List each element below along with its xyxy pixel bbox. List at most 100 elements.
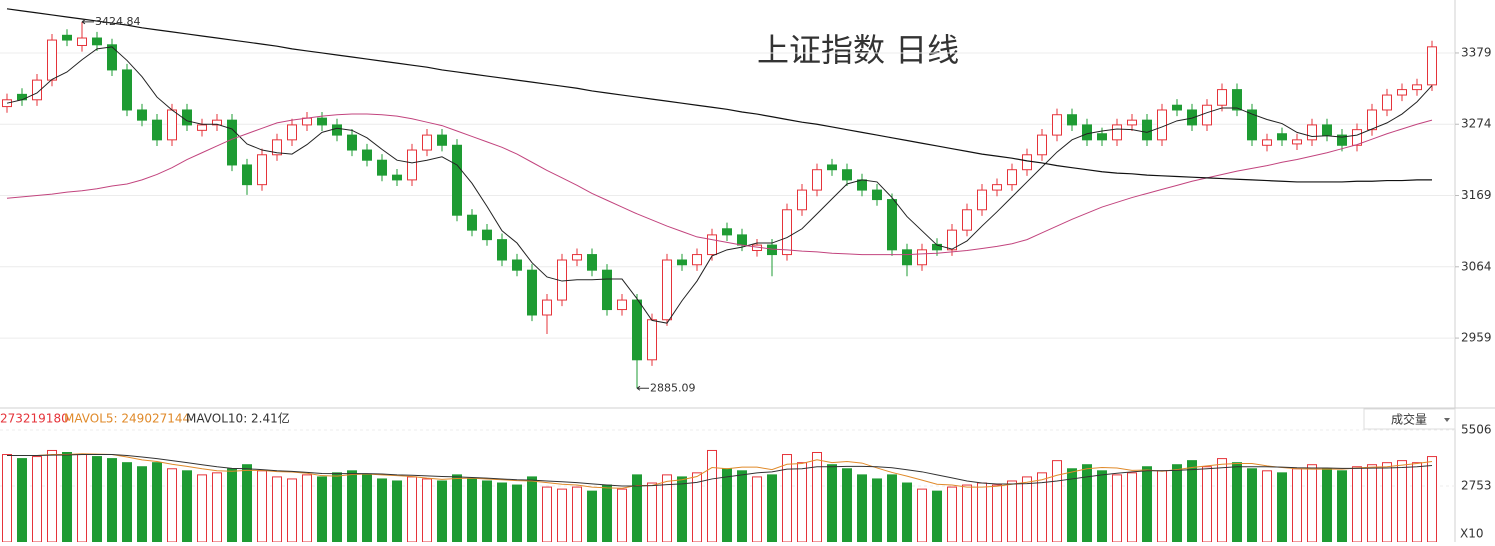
- volume-bar: [1022, 476, 1032, 543]
- volume-bar: [1262, 470, 1272, 543]
- candle-body: [1037, 134, 1047, 156]
- dropdown-box[interactable]: [1363, 408, 1456, 430]
- y-tick-label: 2959: [1461, 331, 1492, 345]
- volume-bar: [407, 476, 417, 543]
- candle-body: [377, 159, 387, 176]
- volume-bar: [452, 474, 462, 543]
- candle-body: [1307, 124, 1317, 141]
- candle-body: [887, 199, 897, 251]
- candle-body: [1202, 104, 1212, 126]
- candle-body: [797, 189, 807, 211]
- volume-bar: [302, 474, 312, 543]
- candle-body: [497, 239, 507, 261]
- volume-bar: [752, 476, 762, 543]
- volume-average-line: [7, 453, 1433, 489]
- candle-body: [1127, 119, 1137, 126]
- mavol10-label: MAVOL10: 2.41亿: [186, 411, 290, 426]
- candle-body: [242, 164, 252, 186]
- moving-average-line: [6, 46, 1433, 324]
- volume-bar: [677, 476, 687, 543]
- moving-average-line: [6, 8, 1432, 183]
- candle-body: [1292, 139, 1302, 145]
- volume-bar: [497, 482, 507, 543]
- volume-bar: [857, 474, 867, 543]
- volume-bar: [1127, 472, 1137, 543]
- candle-body: [692, 254, 702, 266]
- volume-bar: [107, 458, 117, 543]
- candle-body: [47, 39, 57, 81]
- volume-bar: [782, 454, 792, 543]
- chart-title: 上证指数 日线: [757, 31, 959, 69]
- volume-dropdown[interactable]: 成交量: [1363, 408, 1456, 430]
- volume-average-line: [7, 454, 1433, 487]
- volume-bar: [527, 476, 537, 543]
- candle-body: [92, 37, 102, 46]
- candle-body: [347, 134, 357, 151]
- volume-bar: [422, 478, 432, 543]
- candle-body: [992, 184, 1002, 191]
- candle-body: [17, 93, 27, 101]
- y-tick-label: 3379: [1461, 45, 1492, 59]
- volume-bar: [317, 476, 327, 543]
- y-tick-label: 3274: [1461, 117, 1492, 131]
- volume-bar: [1247, 468, 1257, 543]
- volume-bar: [1217, 458, 1227, 543]
- candle-body: [977, 189, 987, 211]
- candle-body: [332, 124, 342, 136]
- volume-bar: [542, 486, 552, 543]
- volume-bar: [167, 468, 177, 543]
- candle-body: [647, 319, 657, 361]
- candle-body: [827, 164, 837, 171]
- volume-bar: [587, 490, 597, 543]
- candle-body: [467, 214, 477, 231]
- candle-body: [1142, 119, 1152, 141]
- candle-body: [767, 244, 777, 256]
- candle-body: [947, 229, 957, 251]
- volume-bar: [362, 474, 372, 543]
- candle-body: [32, 79, 42, 101]
- candle-body: [482, 229, 492, 241]
- candle-body: [1022, 154, 1032, 171]
- volume-header: 273219180 MAVOL5: 249027144 MAVOL10: 2.4…: [0, 411, 290, 426]
- volume-bar: [347, 470, 357, 543]
- volume-bar: [92, 456, 102, 543]
- candle-body: [527, 269, 537, 316]
- volume-bar: [392, 480, 402, 543]
- volume-bar: [467, 478, 477, 543]
- candle-body: [77, 37, 87, 46]
- candle-body: [1187, 109, 1197, 126]
- dropdown-label[interactable]: 成交量: [1391, 412, 1427, 427]
- volume-bar: [287, 478, 297, 543]
- candle-body: [1352, 129, 1362, 146]
- candle-body: [602, 269, 612, 311]
- candle-body: [1412, 84, 1422, 91]
- volume-bar: [872, 478, 882, 543]
- candle-body: [1172, 104, 1182, 111]
- candle-body: [137, 109, 147, 121]
- volume-bar: [1382, 462, 1392, 543]
- y-tick-label: 2753: [1461, 479, 1492, 493]
- candle-body: [392, 174, 402, 181]
- volume-bar: [1337, 470, 1347, 543]
- candle-body: [197, 124, 207, 131]
- candle-body: [257, 154, 267, 186]
- candle-body: [287, 124, 297, 141]
- volume-bar: [917, 488, 927, 543]
- candle-body: [302, 117, 312, 126]
- volume-bar: [617, 488, 627, 543]
- candle-body: [1337, 134, 1347, 146]
- volume-bar: [1202, 466, 1212, 543]
- candle-body: [1217, 89, 1227, 106]
- candle-body: [812, 169, 822, 191]
- candle-body: [107, 44, 117, 71]
- volume-bar: [1097, 470, 1107, 543]
- candle-body: [212, 119, 222, 126]
- volume-bar: [1412, 462, 1422, 543]
- y-tick-label: 5506: [1461, 423, 1492, 437]
- volume-bar: [1007, 480, 1017, 543]
- volume-bar: [767, 474, 777, 543]
- mavol5-label: MAVOL5: 249027144: [64, 412, 190, 426]
- candle-body: [182, 109, 192, 126]
- volume-bar: [812, 451, 822, 543]
- volume-bar: [887, 474, 897, 543]
